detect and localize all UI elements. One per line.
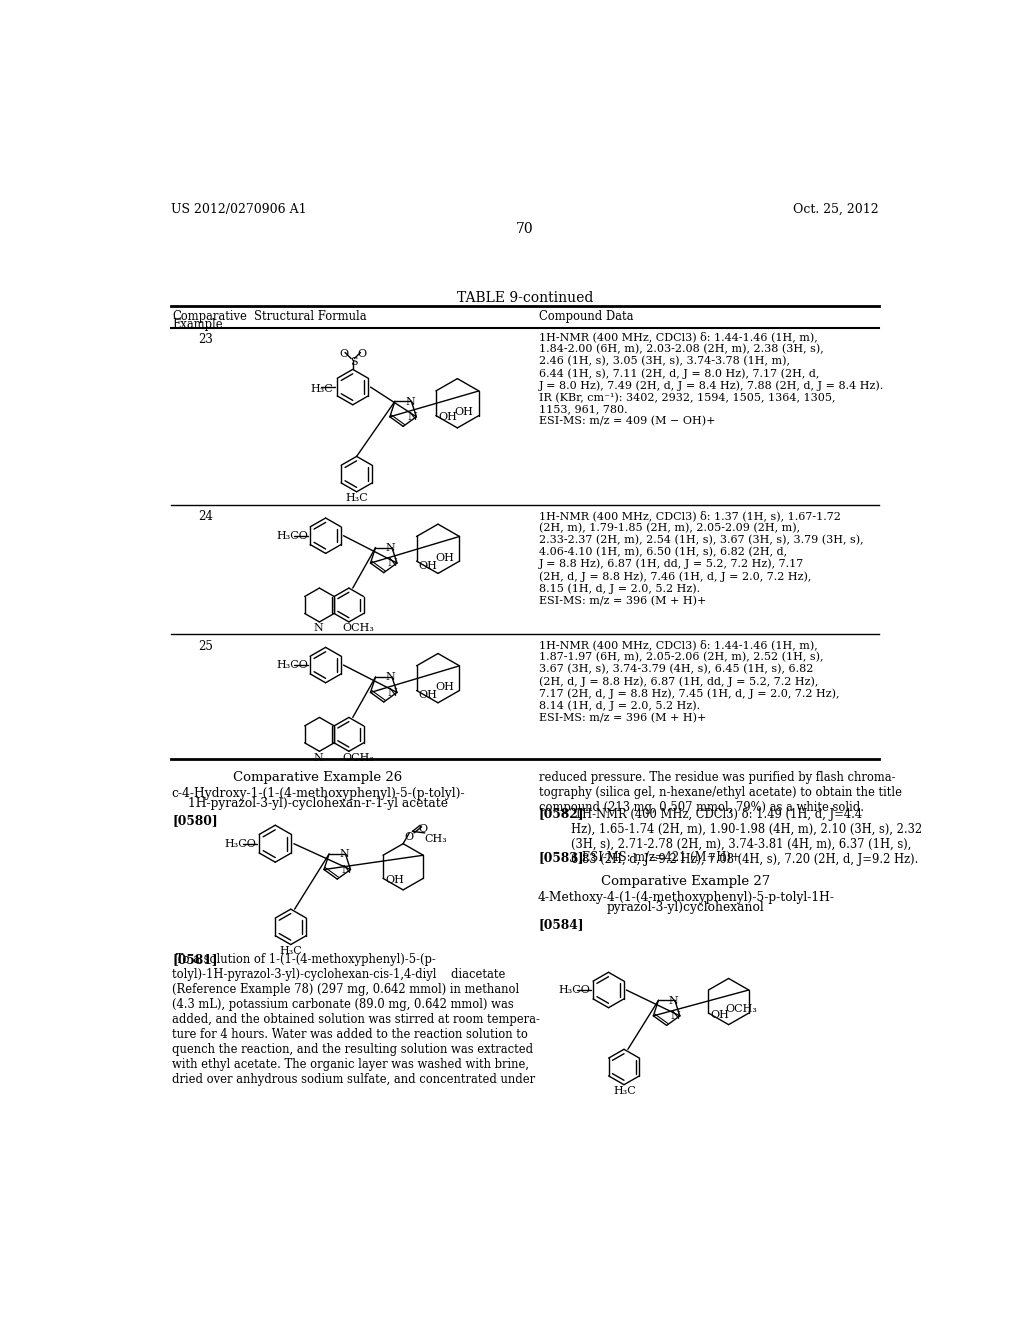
Text: H₃CO: H₃CO bbox=[276, 531, 308, 541]
Text: TABLE 9-continued: TABLE 9-continued bbox=[457, 290, 593, 305]
Text: H₃C: H₃C bbox=[310, 384, 333, 393]
Text: c-4-Hydroxy-1-(1-(4-methoxyphenyl)-5-(p-tolyl)-: c-4-Hydroxy-1-(1-(4-methoxyphenyl)-5-(p-… bbox=[171, 787, 465, 800]
Text: US 2012/0270906 A1: US 2012/0270906 A1 bbox=[171, 203, 306, 216]
Text: 4-Methoxy-4-(1-(4-methoxyphenyl)-5-p-tolyl-1H-: 4-Methoxy-4-(1-(4-methoxyphenyl)-5-p-tol… bbox=[538, 891, 835, 904]
Text: OCH₃: OCH₃ bbox=[726, 1005, 758, 1014]
Text: O: O bbox=[419, 824, 428, 834]
Text: N: N bbox=[406, 397, 415, 407]
Text: N: N bbox=[388, 688, 397, 698]
Text: 25: 25 bbox=[198, 640, 213, 652]
Text: [0583]: [0583] bbox=[539, 850, 585, 863]
Text: 23: 23 bbox=[198, 333, 213, 346]
Text: O: O bbox=[340, 350, 349, 359]
Text: H₃CO: H₃CO bbox=[276, 660, 308, 671]
Text: H₃C: H₃C bbox=[280, 946, 303, 956]
Text: Oct. 25, 2012: Oct. 25, 2012 bbox=[794, 203, 879, 216]
Text: Compound Data: Compound Data bbox=[539, 310, 633, 323]
Text: pyrazol-3-yl)cyclohexanol: pyrazol-3-yl)cyclohexanol bbox=[607, 902, 765, 915]
Text: O: O bbox=[404, 832, 414, 842]
Text: 1H-NMR (400 MHz, CDCl3) δ: 1.37 (1H, s), 1.67-1.72
(2H, m), 1.79-1.85 (2H, m), 2: 1H-NMR (400 MHz, CDCl3) δ: 1.37 (1H, s),… bbox=[539, 511, 863, 606]
Text: 1H-pyrazol-3-yl)-cyclohexan-r-1-yl acetate: 1H-pyrazol-3-yl)-cyclohexan-r-1-yl aceta… bbox=[187, 797, 447, 810]
Text: OH: OH bbox=[711, 1010, 730, 1020]
Text: [0584]: [0584] bbox=[539, 919, 585, 932]
Text: CH₃: CH₃ bbox=[425, 834, 447, 845]
Text: 1H-NMR (400 MHz, CDCl3) δ: 1.44-1.46 (1H, m),
1.87-1.97 (6H, m), 2.05-2.06 (2H, : 1H-NMR (400 MHz, CDCl3) δ: 1.44-1.46 (1H… bbox=[539, 640, 840, 723]
Text: OH: OH bbox=[455, 407, 473, 417]
Text: 1H-NMR (400 MHz, CDCl3) δ: 1.44-1.46 (1H, m),
1.84-2.00 (6H, m), 2.03-2.08 (2H, : 1H-NMR (400 MHz, CDCl3) δ: 1.44-1.46 (1H… bbox=[539, 331, 884, 426]
Text: 70: 70 bbox=[516, 222, 534, 235]
Text: ESI-MS: m/z=421 (M+H)+: ESI-MS: m/z=421 (M+H)+ bbox=[571, 850, 741, 863]
Text: N: N bbox=[408, 412, 417, 422]
Text: N: N bbox=[669, 995, 678, 1006]
Text: H₃CO: H₃CO bbox=[224, 840, 256, 849]
Text: OH: OH bbox=[419, 690, 437, 701]
Text: Structural Formula: Structural Formula bbox=[254, 310, 367, 323]
Text: reduced pressure. The residue was purified by flash chroma-
tography (silica gel: reduced pressure. The residue was purifi… bbox=[539, 771, 902, 813]
Text: Comparative Example 27: Comparative Example 27 bbox=[601, 874, 771, 887]
Text: Example: Example bbox=[172, 318, 223, 331]
Text: 24: 24 bbox=[198, 511, 213, 523]
Text: To a solution of 1-(1-(4-methoxyphenyl)-5-(p-
tolyl)-1H-pyrazol-3-yl)-cyclohexan: To a solution of 1-(1-(4-methoxyphenyl)-… bbox=[172, 953, 540, 1086]
Text: N: N bbox=[388, 558, 397, 569]
Text: N: N bbox=[386, 543, 395, 553]
Text: N: N bbox=[339, 850, 349, 859]
Text: N: N bbox=[313, 752, 323, 763]
Text: [0581]: [0581] bbox=[172, 953, 218, 966]
Text: S: S bbox=[349, 358, 357, 367]
Text: [0582]: [0582] bbox=[539, 808, 585, 821]
Text: N: N bbox=[341, 865, 351, 875]
Text: N: N bbox=[313, 623, 323, 634]
Text: O: O bbox=[357, 350, 367, 359]
Text: H₃CO: H₃CO bbox=[558, 985, 590, 995]
Text: N: N bbox=[671, 1011, 680, 1022]
Text: OCH₃: OCH₃ bbox=[343, 752, 375, 763]
Text: Comparative Example 26: Comparative Example 26 bbox=[233, 771, 402, 784]
Text: N: N bbox=[386, 672, 395, 682]
Text: OH: OH bbox=[435, 682, 454, 692]
Text: Comparative: Comparative bbox=[172, 310, 247, 323]
Text: [0580]: [0580] bbox=[172, 814, 218, 828]
Text: H₃C: H₃C bbox=[346, 494, 369, 503]
Text: OH: OH bbox=[419, 561, 437, 572]
Text: 1H-NMR (400 MHz, CDCl3) δ: 1.49 (1H, d, J=4.4
Hz), 1.65-1.74 (2H, m), 1.90-1.98 : 1H-NMR (400 MHz, CDCl3) δ: 1.49 (1H, d, … bbox=[571, 808, 923, 866]
Text: H₃C: H₃C bbox=[613, 1086, 636, 1096]
Text: OH: OH bbox=[385, 875, 404, 886]
Text: OCH₃: OCH₃ bbox=[343, 623, 375, 634]
Text: OH: OH bbox=[435, 553, 454, 562]
Text: OH: OH bbox=[438, 412, 457, 422]
